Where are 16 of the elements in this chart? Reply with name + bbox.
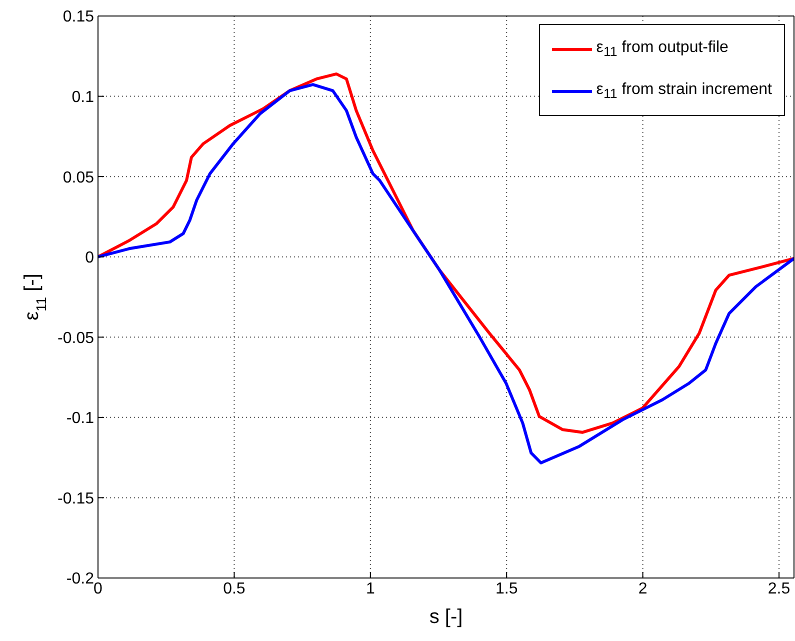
y-tick-label: 0 [85,250,94,267]
x-tick-label: 1.5 [495,580,518,598]
legend-label: ε$_{11}$ from output-file [596,39,728,60]
y-tick-label: 0.05 [62,169,94,186]
y-tick-label: -0.05 [58,330,94,347]
y-tick-label: 0.15 [62,8,94,26]
y-tick-label: 0.1 [72,88,94,106]
x-axis-title: s [-] [429,606,463,628]
x-tick-label: 0.5 [223,580,246,598]
x-tick-label: 2 [638,580,648,598]
y-tick-label: -0.1 [66,410,94,428]
x-tick-label: 2.5 [768,580,790,598]
y-tick-label: -0.2 [66,570,94,588]
y-tick-label: -0.15 [58,490,94,508]
x-tick-label: 1 [366,580,375,598]
legend-label: ε$_{11}$ from strain increment [596,81,772,102]
